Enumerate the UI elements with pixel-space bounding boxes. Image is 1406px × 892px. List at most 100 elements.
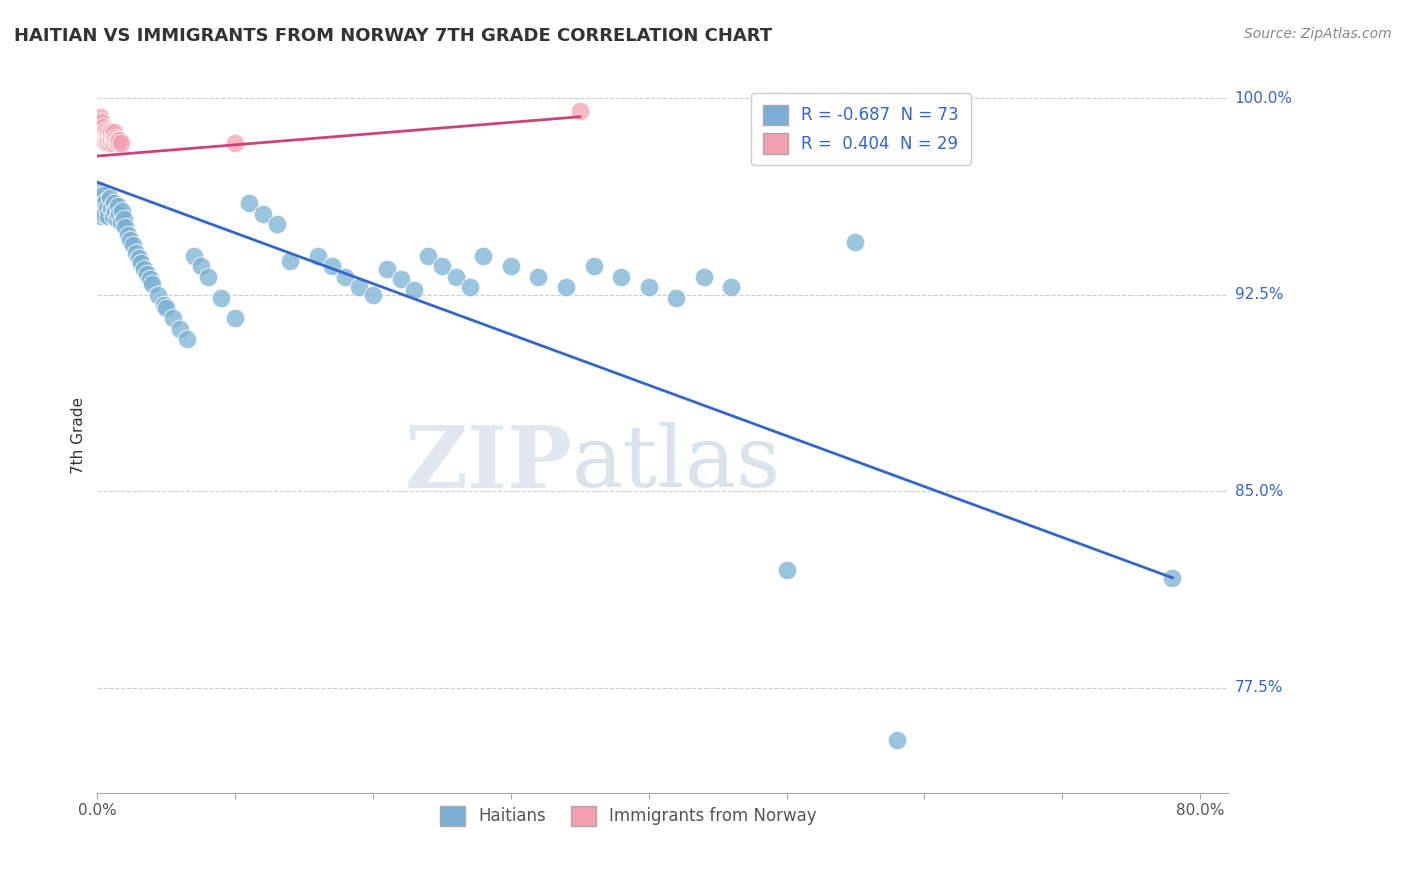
Point [103,133,125,147]
Point [120,233,142,247]
Point [375,261,398,276]
Point [224,136,246,150]
Point [90,202,112,216]
Point [238,196,260,211]
Point [122,238,145,252]
Point [775,563,797,577]
Point [90,115,112,129]
Point [146,288,169,302]
Point [444,269,467,284]
Point [89,110,111,124]
Point [389,272,412,286]
Point [98,191,121,205]
Point [110,214,132,228]
Point [430,259,453,273]
Point [610,269,633,284]
Point [321,259,343,273]
Point [93,125,115,139]
Point [108,207,131,221]
Point [252,207,274,221]
Point [110,136,132,150]
Point [101,136,124,150]
Point [111,204,134,219]
Point [105,211,128,226]
Point [98,128,121,142]
Point [190,259,212,273]
Point [89,191,111,205]
Point [107,136,129,150]
Point [96,202,118,216]
Point [458,280,481,294]
Point [96,128,118,142]
Point [155,301,177,315]
Point [665,291,688,305]
Point [107,199,129,213]
Point [108,133,131,147]
Point [105,133,128,147]
Point [100,202,122,216]
Point [103,196,125,211]
Text: atlas: atlas [572,422,782,505]
Point [128,251,150,265]
Point [136,267,159,281]
Point [93,133,115,147]
Point [100,125,122,139]
Point [94,130,117,145]
Point [114,219,136,234]
Point [209,291,232,305]
Point [404,283,426,297]
Point [162,311,184,326]
Point [94,194,117,208]
Text: ZIP: ZIP [405,422,572,506]
Point [720,280,742,294]
Point [183,249,205,263]
Point [104,130,127,145]
Point [94,123,117,137]
Point [134,261,156,276]
Point [101,128,124,142]
Point [112,211,135,226]
Point [844,235,866,250]
Point [361,288,384,302]
Point [152,298,174,312]
Point [98,136,121,150]
Point [101,209,124,223]
Point [693,269,716,284]
Point [97,209,120,223]
Point [169,322,191,336]
Point [499,259,522,273]
Point [307,249,329,263]
Point [93,207,115,221]
Point [266,217,288,231]
Point [637,280,659,294]
Y-axis label: 7th Grade: 7th Grade [72,397,86,474]
Text: 85.0%: 85.0% [1234,483,1282,499]
Text: 100.0%: 100.0% [1234,91,1292,106]
Point [141,277,163,292]
Point [568,104,591,119]
Point [582,259,605,273]
Point [527,269,550,284]
Text: HAITIAN VS IMMIGRANTS FROM NORWAY 7TH GRADE CORRELATION CHART: HAITIAN VS IMMIGRANTS FROM NORWAY 7TH GR… [14,27,772,45]
Text: Source: ZipAtlas.com: Source: ZipAtlas.com [1244,27,1392,41]
Point [91,120,114,135]
Point [131,256,153,270]
Point [87,118,110,132]
Point [103,125,125,139]
Point [197,269,219,284]
Point [104,204,127,219]
Text: 77.5%: 77.5% [1234,681,1282,696]
Point [176,333,198,347]
Point [1161,571,1184,585]
Legend: Haitians, Immigrants from Norway: Haitians, Immigrants from Norway [432,797,825,834]
Point [91,188,114,202]
Point [886,733,908,747]
Text: 92.5%: 92.5% [1234,287,1284,302]
Point [97,133,120,147]
Point [418,249,440,263]
Point [90,123,112,137]
Point [90,209,112,223]
Point [472,249,495,263]
Point [224,311,246,326]
Point [349,280,371,294]
